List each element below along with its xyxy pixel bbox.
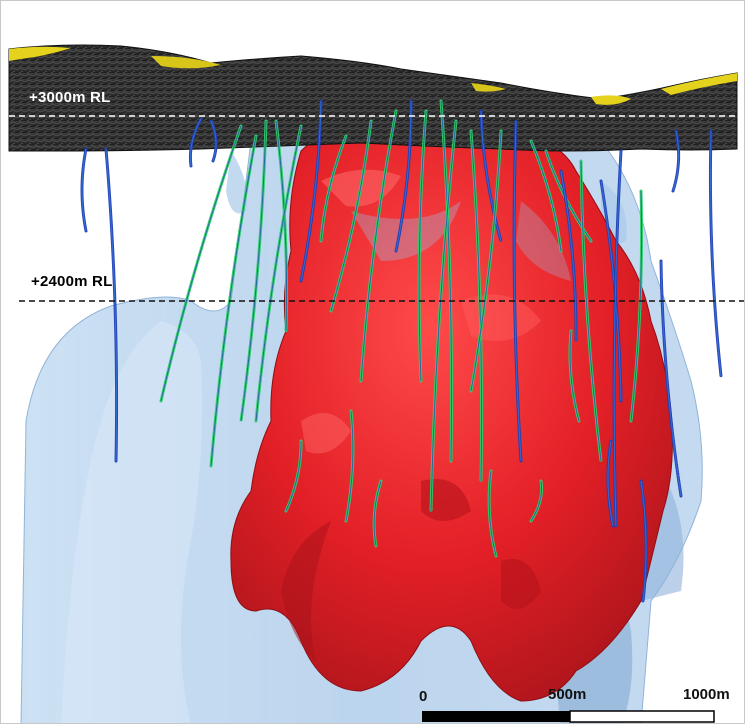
drillhole-core <box>580 160 602 462</box>
drillhole-core <box>330 120 372 312</box>
drillhole-core <box>480 110 502 242</box>
drillhole-core <box>275 120 288 332</box>
rl-label-lower: +2400m RL <box>31 273 113 290</box>
drillhole-core <box>190 118 202 167</box>
drillhole-core <box>360 110 397 382</box>
drillhole-core <box>345 410 354 522</box>
drillhole-core <box>560 170 577 342</box>
drillhole-core <box>240 120 267 422</box>
drillhole-core <box>530 480 542 522</box>
drillhole-core <box>660 260 682 497</box>
surface-topography <box>8 44 738 152</box>
drillhole-core <box>709 130 722 377</box>
scale-label-0: 0 <box>419 688 428 705</box>
drillhole-core <box>81 148 87 232</box>
drillhole-core <box>255 125 302 422</box>
drillhole-core <box>210 120 217 162</box>
drillhole-core <box>320 135 347 242</box>
drillhole-core <box>488 470 497 557</box>
drillhole-core <box>630 190 643 422</box>
scale-bar-segment-dark <box>422 711 570 722</box>
drillhole-core <box>418 110 427 382</box>
drillhole-core <box>395 100 412 252</box>
drillhole-core <box>285 440 302 512</box>
scale-bar-segment-light <box>569 710 715 723</box>
scale-label-500m: 500m <box>548 686 587 703</box>
drillhole-core <box>613 150 622 527</box>
drillhole-core <box>440 100 453 462</box>
drillhole-traces <box>80 99 723 603</box>
drillhole-core <box>160 125 242 402</box>
drillhole-core <box>672 130 680 192</box>
drillhole-core <box>105 148 118 462</box>
drillhole-core <box>530 140 562 252</box>
drillhole-core <box>300 100 322 282</box>
scale-bar <box>422 710 715 723</box>
drillhole-core <box>470 130 502 392</box>
drillhole-core <box>569 330 580 422</box>
drillhole-core <box>430 120 457 512</box>
rl-label-upper: +3000m RL <box>29 89 111 106</box>
scale-label-1000m: 1000m <box>683 686 730 703</box>
drillhole-core <box>373 480 382 547</box>
drillhole-core <box>607 440 614 527</box>
drillhole-core <box>640 480 647 602</box>
drillhole-core <box>513 120 522 462</box>
drillhole-core <box>470 130 483 482</box>
